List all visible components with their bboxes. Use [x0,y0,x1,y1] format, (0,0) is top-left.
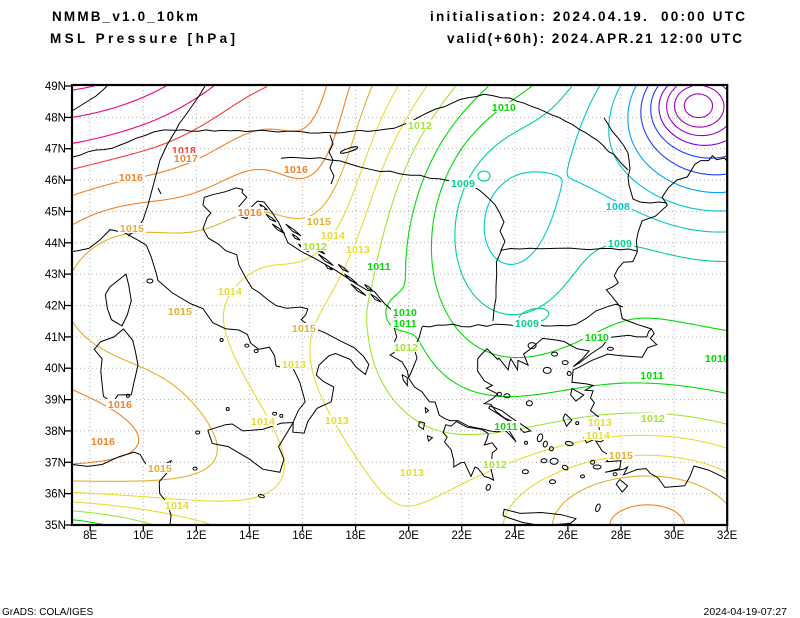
svg-text:14E: 14E [239,530,260,542]
svg-text:1015: 1015 [148,463,172,475]
svg-text:1014: 1014 [218,286,242,298]
svg-text:1013: 1013 [400,467,424,479]
svg-text:valid(+60h): 2024.APR.21 12:00: valid(+60h): 2024.APR.21 12:00 UTC [447,31,742,46]
svg-text:8E: 8E [83,530,97,542]
svg-text:46N: 46N [45,175,66,187]
svg-text:47N: 47N [45,144,66,156]
svg-text:39N: 39N [45,395,66,407]
svg-text:1012: 1012 [408,120,432,132]
svg-text:16E: 16E [292,530,313,542]
svg-text:1014: 1014 [165,500,189,512]
svg-text:1016: 1016 [91,436,115,448]
svg-text:1016: 1016 [119,172,143,184]
svg-text:1017: 1017 [174,153,198,165]
svg-text:1009: 1009 [608,238,632,250]
svg-text:26E: 26E [558,530,579,542]
svg-text:NMMB_v1.0_10km: NMMB_v1.0_10km [52,9,198,24]
svg-text:2024-04-19-07:27: 2024-04-19-07:27 [704,606,788,618]
svg-text:1011: 1011 [393,318,417,330]
svg-text:1013: 1013 [588,417,612,429]
svg-text:1012: 1012 [303,241,327,253]
svg-text:1012: 1012 [394,342,418,354]
svg-text:37N: 37N [45,457,66,469]
svg-text:1014: 1014 [586,430,610,442]
svg-text:35N: 35N [45,520,66,532]
svg-text:1010: 1010 [705,353,729,365]
svg-text:1010: 1010 [585,332,609,344]
svg-text:12E: 12E [186,530,207,542]
svg-text:1013: 1013 [325,415,349,427]
svg-text:initialisation: 2024.04.19. 0: initialisation: 2024.04.19. 00:00 UTC [430,9,745,24]
svg-text:1015: 1015 [609,450,633,462]
svg-text:1009: 1009 [451,178,475,190]
svg-text:10E: 10E [133,530,154,542]
svg-text:1016: 1016 [284,164,308,176]
svg-text:1011: 1011 [367,261,391,273]
svg-text:18E: 18E [345,530,366,542]
svg-text:42N: 42N [45,301,66,313]
svg-text:1015: 1015 [292,323,316,335]
svg-text:24E: 24E [505,530,526,542]
svg-text:1011: 1011 [494,421,518,433]
svg-text:1010: 1010 [393,307,417,319]
svg-text:44N: 44N [45,238,66,250]
svg-text:20E: 20E [398,530,419,542]
svg-text:1011: 1011 [640,370,664,382]
svg-text:GrADS: COLA/IGES: GrADS: COLA/IGES [2,607,93,618]
svg-text:45N: 45N [45,206,66,218]
svg-text:1012: 1012 [483,459,507,471]
svg-text:MSL Pressure [hPa]: MSL Pressure [hPa] [50,31,235,46]
svg-text:40N: 40N [45,363,66,375]
svg-text:22E: 22E [451,530,472,542]
svg-text:41N: 41N [45,332,66,344]
svg-text:1008: 1008 [606,201,630,213]
svg-text:1015: 1015 [120,223,144,235]
svg-text:1010: 1010 [492,102,516,114]
svg-text:48N: 48N [45,112,66,124]
svg-text:30E: 30E [664,530,685,542]
svg-text:28E: 28E [611,530,632,542]
svg-text:49N: 49N [45,81,66,93]
svg-text:1016: 1016 [238,207,262,219]
svg-text:1014: 1014 [251,416,275,428]
svg-text:1013: 1013 [282,359,306,371]
svg-text:32E: 32E [717,530,738,542]
svg-text:1016: 1016 [108,399,132,411]
svg-text:36N: 36N [45,489,66,501]
svg-text:38N: 38N [45,426,66,438]
svg-text:1015: 1015 [168,306,192,318]
svg-text:1013: 1013 [346,244,370,256]
svg-text:43N: 43N [45,269,66,281]
svg-text:1012: 1012 [641,413,665,425]
svg-text:1009: 1009 [515,318,539,330]
svg-text:1014: 1014 [321,230,345,242]
svg-text:1015: 1015 [307,216,331,228]
